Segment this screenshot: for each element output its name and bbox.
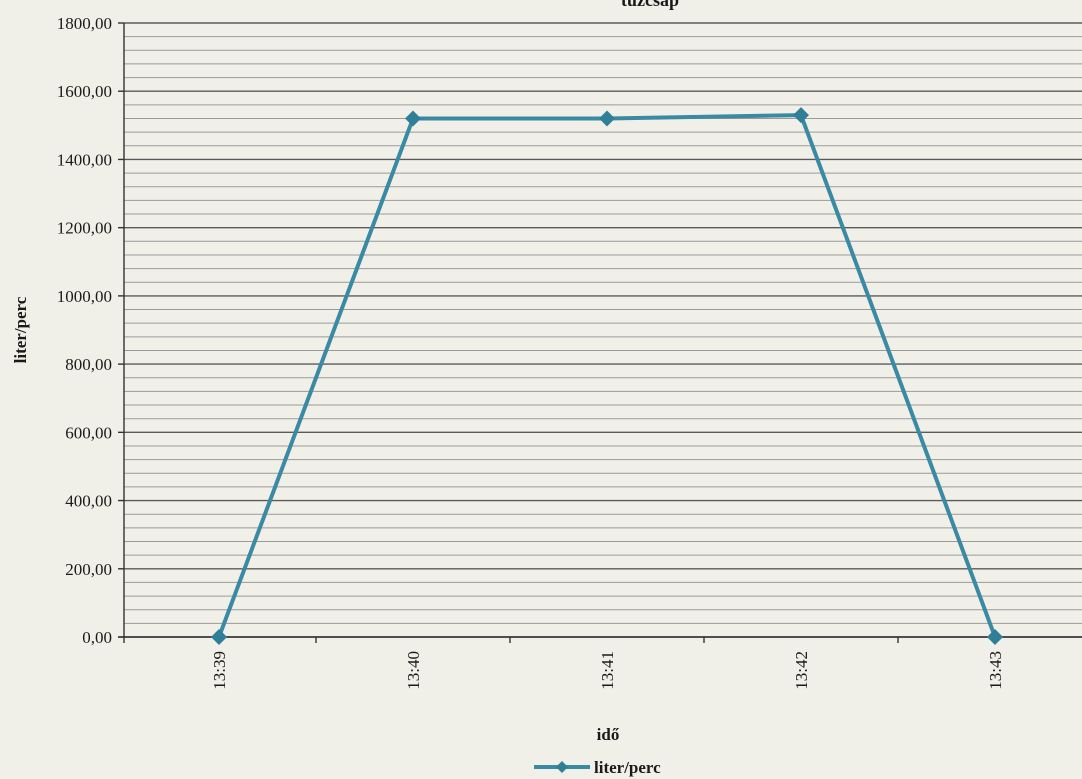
y-tick-label: 1800,00: [57, 14, 112, 33]
y-tick-label: 200,00: [65, 560, 112, 579]
y-tick-label: 1400,00: [57, 150, 112, 169]
x-tick-label: 13:42: [792, 651, 811, 690]
y-tick-label: 1600,00: [57, 82, 112, 101]
chart-title: tűzcsap: [621, 0, 679, 10]
y-tick-label: 1200,00: [57, 219, 112, 238]
y-axis-title: liter/perc: [11, 296, 30, 363]
x-tick-label: 13:39: [210, 651, 229, 690]
x-tick-label: 13:40: [404, 651, 423, 690]
y-tick-label: 1000,00: [57, 287, 112, 306]
y-tick-label: 800,00: [65, 355, 112, 374]
y-tick-label: 0,00: [82, 628, 112, 647]
y-tick-label: 400,00: [65, 492, 112, 511]
x-tick-label: 13:41: [598, 651, 617, 690]
x-tick-label: 13:43: [986, 651, 1005, 690]
y-tick-label: 600,00: [65, 423, 112, 442]
x-axis-title: idő: [597, 725, 620, 744]
legend-label: liter/perc: [594, 758, 661, 777]
